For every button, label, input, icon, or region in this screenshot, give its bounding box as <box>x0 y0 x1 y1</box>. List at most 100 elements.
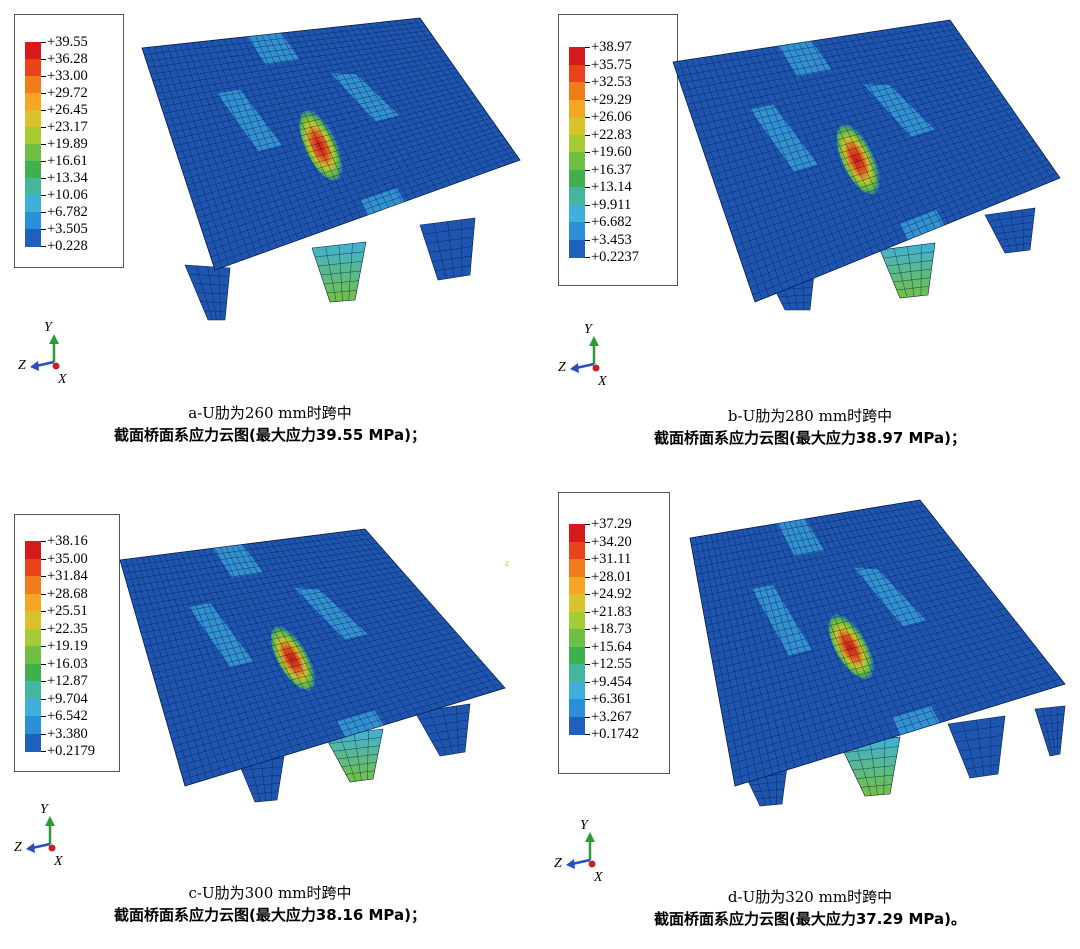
mesh-line <box>202 134 503 232</box>
legend-tick <box>585 594 590 595</box>
legend-swatch <box>569 99 585 118</box>
caption: d-U肋为320 mm时跨中 截面桥面系应力云图(最大应力37.29 MPa)。 <box>540 886 1080 930</box>
legend-value: +31.84 <box>47 568 88 584</box>
mesh-line <box>689 52 973 112</box>
mesh-line <box>752 173 1057 296</box>
mesh-line <box>142 584 415 640</box>
legend-value: +35.75 <box>591 56 632 73</box>
legend-swatch <box>25 229 41 247</box>
axis-label-z: Z <box>558 360 566 375</box>
legend-tick <box>585 204 590 206</box>
legend-tick <box>41 76 46 77</box>
axis-label-z: Z <box>18 358 26 373</box>
axis-triad: Y Z X <box>558 322 628 396</box>
legend-value: +6.542 <box>47 708 88 724</box>
axis-label-x: X <box>598 374 607 389</box>
legend-value: +28.01 <box>591 568 632 585</box>
rib-mesh-line <box>442 707 453 755</box>
legend-swatch <box>569 187 585 205</box>
axis-label-x: X <box>594 870 603 885</box>
mesh-line <box>195 122 494 212</box>
mesh-line <box>182 97 476 173</box>
legend-value: +18.73 <box>591 621 632 637</box>
mesh-line <box>692 510 929 553</box>
stress-band <box>778 41 832 77</box>
legend-swatch <box>25 698 41 717</box>
mesh-line <box>199 130 500 225</box>
axis-triad: Y Z X <box>18 320 88 394</box>
axis-label-z: Z <box>14 840 22 855</box>
mesh-line <box>137 570 403 621</box>
mesh-line <box>173 659 481 747</box>
mesh-line <box>732 672 1057 772</box>
legend-swatch <box>569 716 585 735</box>
mesh-line <box>721 629 1023 714</box>
mesh-line <box>725 645 1036 736</box>
mesh-line <box>191 113 488 199</box>
mesh-line <box>146 26 426 62</box>
legend-tick <box>41 161 46 162</box>
caption-description: 截面桥面系应力云图(最大应力38.97 MPa)； <box>653 429 967 447</box>
mesh-line <box>707 570 976 634</box>
mesh-line <box>181 678 497 773</box>
legend-tick <box>585 117 590 118</box>
axis-label-y: Y <box>40 802 48 817</box>
legend-value: +9.704 <box>47 690 88 707</box>
legend-value: +22.83 <box>591 126 632 143</box>
mesh-line <box>167 645 468 727</box>
legend-tick <box>41 681 46 682</box>
legend-tick <box>585 64 590 66</box>
stress-band <box>750 104 818 172</box>
caption: c-U肋为300 mm时跨中 截面桥面系应力云图(最大应力38.16 MPa)； <box>0 882 540 926</box>
mesh-line <box>716 103 1009 190</box>
panel-b: +38.97 +35.75 +32.53 +29.29 +26.06 +22.83 +19.… <box>540 0 1080 474</box>
legend-value: +19.89 <box>47 136 88 152</box>
legend-value: +24.92 <box>591 586 632 602</box>
caption: a-U肋为260 mm时跨中 截面桥面系应力云图(最大应力39.55 MPa)； <box>0 402 540 446</box>
legend-swatch <box>569 576 585 595</box>
caption: b-U肋为280 mm时跨中 截面桥面系应力云图(最大应力38.97 MPa)； <box>540 405 1080 449</box>
legend-swatch <box>569 47 585 65</box>
mesh-line <box>687 47 970 105</box>
legend-tick <box>41 628 46 630</box>
mesh-line <box>715 602 1002 677</box>
mesh-line <box>119 528 366 561</box>
legend-value: +10.06 <box>47 187 88 203</box>
mesh-line <box>169 72 459 134</box>
stress-band <box>217 89 282 151</box>
mesh-line <box>162 631 456 707</box>
rib-mesh-line <box>1022 209 1024 251</box>
legend-tick <box>585 611 590 613</box>
legend-value: +29.29 <box>591 91 632 108</box>
u-rib <box>984 207 1036 254</box>
rib-mesh-line <box>353 732 362 781</box>
caption-title: c-U肋为300 mm时跨中 <box>188 884 352 902</box>
mesh-line <box>169 650 473 734</box>
mesh-line <box>135 566 398 614</box>
mesh-line <box>697 532 946 582</box>
legend-swatch <box>569 204 585 223</box>
mesh-line <box>154 612 440 680</box>
mesh-line <box>204 138 506 238</box>
legend-tick <box>585 152 590 153</box>
legend-tick <box>585 99 590 101</box>
deck-stress-model <box>689 499 1066 807</box>
legend-tick <box>41 110 46 111</box>
mesh-line <box>156 47 441 94</box>
mesh-line <box>184 687 506 787</box>
mesh-line <box>214 159 521 271</box>
mesh-line <box>719 618 1014 699</box>
u-rib <box>1034 705 1066 757</box>
legend-tick <box>41 698 46 700</box>
legend-swatch <box>569 594 585 612</box>
mesh-line <box>156 617 444 687</box>
axis-triad-drawing <box>566 832 596 869</box>
legend-swatch <box>25 593 41 612</box>
stress-legend: +37.29 +34.20 +31.11 +28.01 +24.92 +21.83 +18.… <box>558 492 670 774</box>
mesh-line <box>733 135 1031 239</box>
legend-color-bar <box>25 42 41 247</box>
stray-mark: z <box>505 559 509 568</box>
axis-label-x: X <box>54 854 63 869</box>
stress-band <box>360 188 405 215</box>
axis-triad: Y Z X <box>554 818 624 892</box>
